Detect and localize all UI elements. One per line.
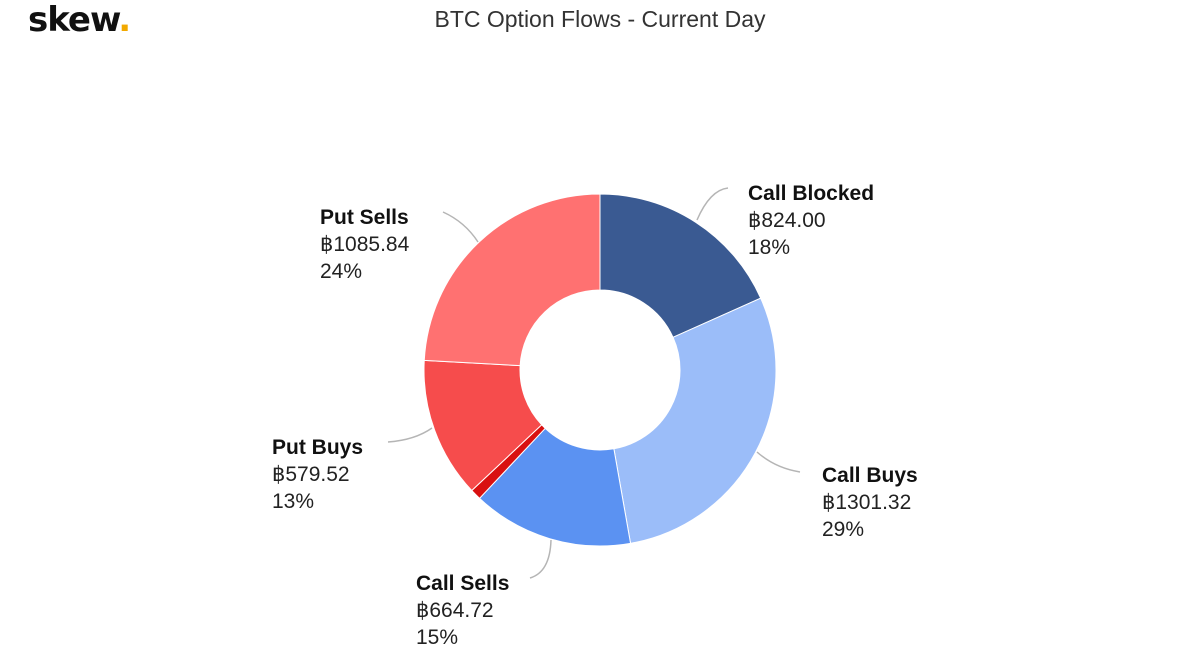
connector-put-sells [442, 211, 479, 243]
chart-title: BTC Option Flows - Current Day [434, 6, 766, 32]
connector-call-blocked [696, 187, 729, 221]
label-percent-call-sells: 15% [416, 626, 458, 649]
slice-call-blocked [599, 193, 762, 339]
label-value-call-blocked: ฿824.00 [748, 209, 826, 232]
label-name-put-sells: Put Sells [320, 206, 409, 229]
label-value-put-buys: ฿579.52 [272, 463, 350, 486]
label-name-call-buys: Call Buys [822, 464, 918, 487]
label-name-put-buys: Put Buys [272, 436, 363, 459]
slice-put-sells [423, 193, 601, 367]
slice-labels: Call Blocked ฿824.00 18% Call Buys ฿1301.32 2… [272, 182, 918, 649]
label-percent-put-sells: 24% [320, 260, 362, 283]
logo-text: skew [28, 0, 119, 40]
slice-call-sells [478, 427, 632, 547]
connector-put-buys [387, 427, 433, 443]
label-value-call-buys: ฿1301.32 [822, 491, 911, 514]
label-percent-put-buys: 13% [272, 490, 314, 513]
label-name-call-sells: Call Sells [416, 572, 509, 595]
connector-call-buys [756, 451, 801, 473]
label-connectors [387, 187, 801, 579]
label-name-call-blocked: Call Blocked [748, 182, 874, 205]
connector-call-sells [529, 539, 552, 579]
label-percent-call-blocked: 18% [748, 236, 790, 259]
label-percent-call-buys: 29% [822, 518, 864, 541]
slice-call-buys [613, 297, 777, 544]
donut-slices [423, 193, 777, 547]
label-value-put-sells: ฿1085.84 [320, 233, 410, 256]
logo-dot: . [118, 0, 131, 40]
skew-logo: skew. [28, 0, 131, 40]
label-value-call-sells: ฿664.72 [416, 599, 494, 622]
